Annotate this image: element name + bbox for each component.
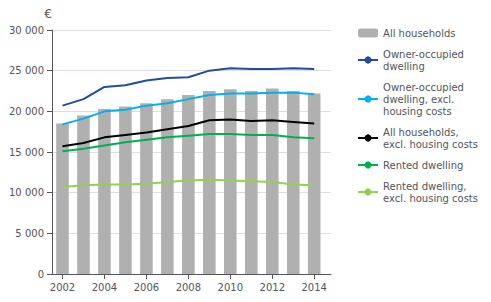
svg-text:2002: 2002 <box>50 282 75 293</box>
svg-text:housing costs: housing costs <box>383 106 452 117</box>
svg-text:0: 0 <box>38 269 44 280</box>
svg-text:dwelling, excl.: dwelling, excl. <box>383 94 454 105</box>
svg-text:2006: 2006 <box>134 282 159 293</box>
svg-text:20 000: 20 000 <box>9 106 44 117</box>
svg-text:2012: 2012 <box>260 282 285 293</box>
svg-text:2014: 2014 <box>301 282 326 293</box>
svg-text:Rented dwelling,: Rented dwelling, <box>383 181 466 192</box>
svg-text:5 000: 5 000 <box>15 228 44 239</box>
svg-text:Owner-occupied: Owner-occupied <box>383 49 464 60</box>
svg-text:€: € <box>44 7 52 21</box>
svg-text:Rented dwelling: Rented dwelling <box>383 160 463 171</box>
svg-text:2004: 2004 <box>92 282 117 293</box>
svg-text:2010: 2010 <box>218 282 243 293</box>
svg-text:15 000: 15 000 <box>9 147 44 158</box>
svg-text:dwelling: dwelling <box>383 61 425 72</box>
svg-text:excl. housing costs: excl. housing costs <box>383 139 478 150</box>
svg-text:25 000: 25 000 <box>9 65 44 76</box>
svg-text:30 000: 30 000 <box>9 25 44 36</box>
svg-text:excl. housing costs: excl. housing costs <box>383 193 478 204</box>
svg-text:Owner-occupied: Owner-occupied <box>383 82 464 93</box>
svg-text:All households: All households <box>383 28 456 39</box>
svg-text:All households,: All households, <box>383 127 459 138</box>
svg-text:10 000: 10 000 <box>9 187 44 198</box>
svg-text:2008: 2008 <box>176 282 201 293</box>
